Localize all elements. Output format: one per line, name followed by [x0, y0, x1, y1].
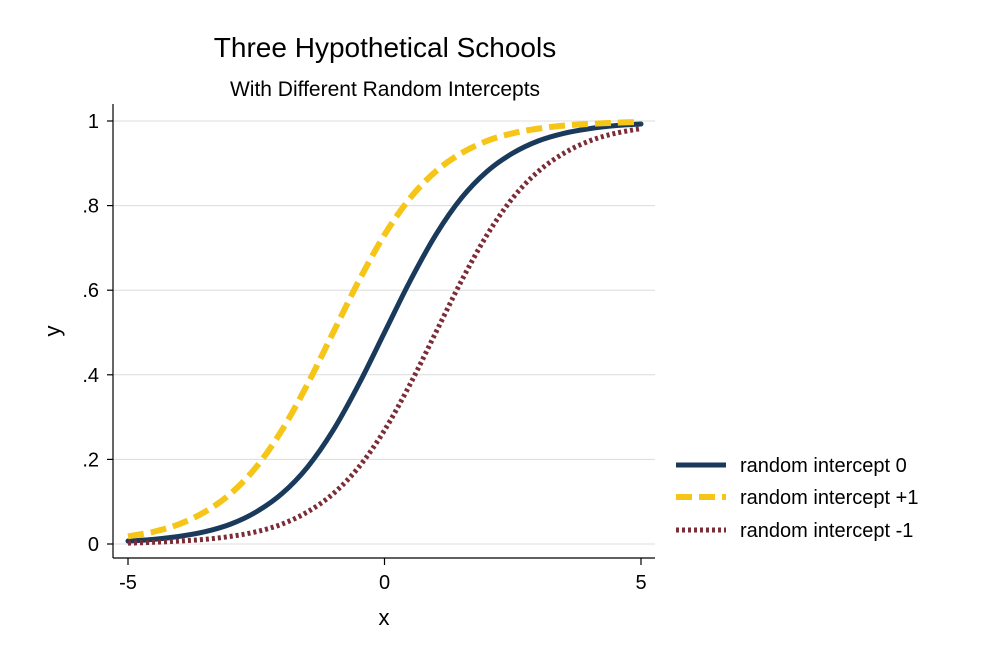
y-tick-label: .8 — [82, 196, 99, 218]
chart-subtitle: With Different Random Intercepts — [230, 78, 540, 101]
x-axis-label: x — [379, 605, 390, 630]
gridlines — [113, 120, 655, 545]
y-axis-ticks: 0 .2 .4 .6 .8 1 — [82, 111, 113, 556]
x-axis-ticks: -5 0 5 — [119, 558, 647, 594]
series-line-2 — [127, 118, 642, 540]
y-tick-label: .6 — [82, 280, 99, 302]
series-line-1 — [125, 121, 644, 544]
y-tick-label: .4 — [82, 365, 99, 387]
chart-title: Three Hypothetical Schools — [214, 32, 556, 63]
x-tick-label: 0 — [379, 572, 390, 594]
legend: random intercept 0 random intercept +1 ran… — [676, 455, 918, 542]
x-tick-label: -5 — [119, 572, 137, 594]
legend-label: random intercept +1 — [740, 487, 918, 509]
series-lines — [125, 118, 644, 546]
x-tick-label: 5 — [635, 572, 646, 594]
legend-label: random intercept -1 — [740, 520, 913, 542]
y-tick-label: 0 — [88, 534, 99, 556]
series-line-3 — [127, 126, 642, 546]
y-tick-label: .2 — [82, 449, 99, 471]
legend-label: random intercept 0 — [740, 455, 907, 477]
y-axis-label: y — [40, 326, 65, 337]
y-tick-label: 1 — [88, 111, 99, 133]
